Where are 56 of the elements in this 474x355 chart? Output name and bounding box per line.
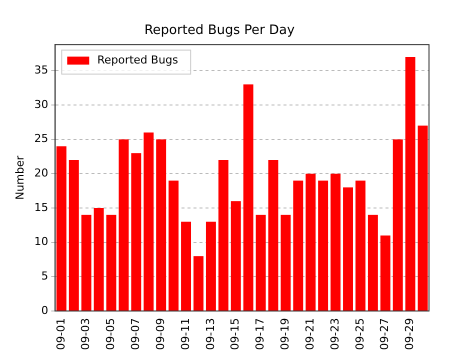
bar xyxy=(405,56,416,311)
bar xyxy=(268,160,278,311)
x-tick-label: 09-19 xyxy=(278,318,292,350)
bar xyxy=(106,214,116,311)
y-tick-label: 0 xyxy=(41,304,48,317)
bar xyxy=(343,187,353,311)
bar xyxy=(218,160,228,311)
x-tick-label: 09-05 xyxy=(104,318,118,350)
y-tick-label: 35 xyxy=(34,64,48,77)
x-tick-label: 09-01 xyxy=(54,318,68,350)
bar xyxy=(355,180,366,311)
y-tick-label: 10 xyxy=(34,235,48,248)
bar xyxy=(243,84,254,311)
x-tick-label: 09-23 xyxy=(328,318,342,350)
bar xyxy=(392,139,403,311)
bar xyxy=(181,222,192,311)
x-tick-label: 09-17 xyxy=(254,318,267,350)
y-tick-label: 5 xyxy=(41,270,48,283)
y-axis-title: Number xyxy=(13,155,26,200)
bar xyxy=(68,160,79,311)
x-tick-label: 09-21 xyxy=(303,318,316,350)
bar xyxy=(194,256,204,311)
chart-title: Reported Bugs Per Day xyxy=(144,23,295,38)
bar xyxy=(56,146,66,311)
legend-label: Reported Bugs xyxy=(97,53,178,66)
bar xyxy=(380,236,390,311)
bar xyxy=(206,222,216,311)
x-tick-label: 09-15 xyxy=(228,318,242,350)
x-tick-label: 09-13 xyxy=(204,318,217,350)
bar xyxy=(293,180,304,311)
bar xyxy=(368,214,378,311)
y-tick-label: 25 xyxy=(34,132,48,146)
bar xyxy=(118,139,129,311)
bar xyxy=(144,132,154,311)
x-tick-label: 09-09 xyxy=(154,318,167,350)
x-tick-label: 09-29 xyxy=(403,318,416,350)
bar xyxy=(306,174,316,311)
x-tick-label: 09-27 xyxy=(378,318,392,350)
y-tick-label: 15 xyxy=(34,200,48,214)
bar xyxy=(168,180,179,311)
bar xyxy=(256,214,266,311)
bar xyxy=(131,153,142,311)
x-tick-label: 09-07 xyxy=(129,318,142,350)
bar xyxy=(81,214,92,311)
x-tick-label: 09-11 xyxy=(178,318,192,350)
bar xyxy=(318,180,328,311)
y-tick-label: 30 xyxy=(34,98,48,111)
bar xyxy=(230,201,241,311)
bar xyxy=(418,126,428,311)
y-tick-label: 20 xyxy=(34,166,48,180)
x-tick-label: 09-03 xyxy=(79,318,92,350)
bar xyxy=(94,208,104,311)
bar xyxy=(156,139,166,311)
bar xyxy=(330,174,341,311)
x-tick-label: 09-25 xyxy=(353,318,366,350)
bar xyxy=(280,214,291,311)
